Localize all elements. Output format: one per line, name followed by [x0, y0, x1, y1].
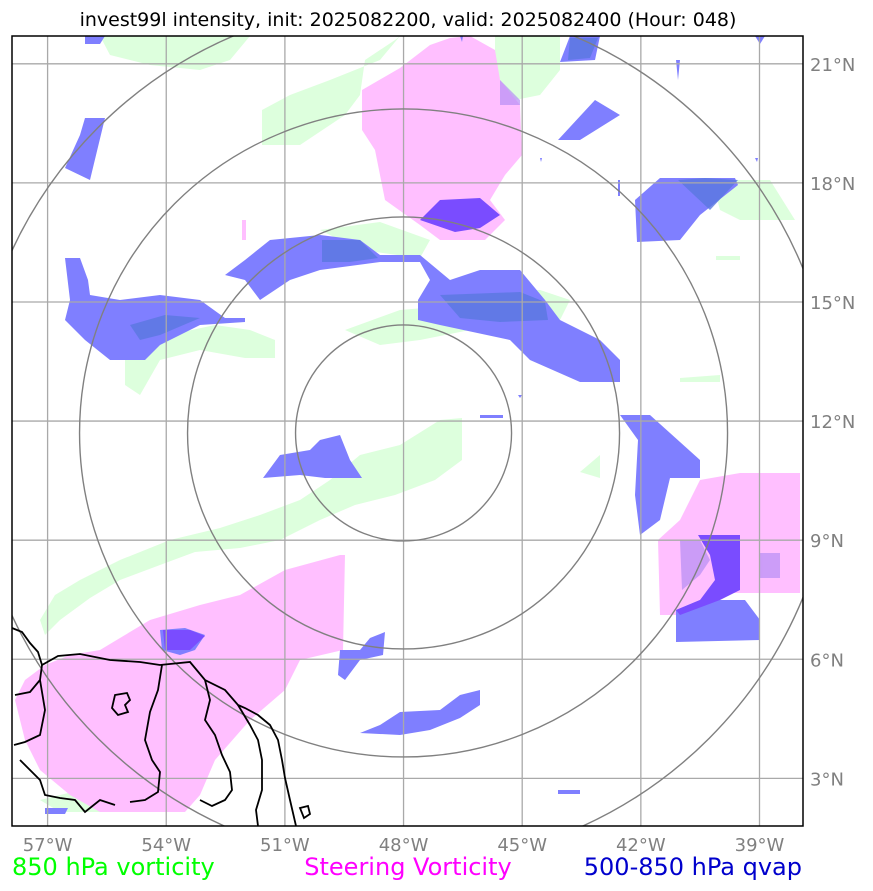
latitude-tick-label: 21°N [810, 55, 855, 76]
latitude-tick-label: 9°N [810, 531, 844, 552]
legend-850-vorticity: 850 hPa vorticity [12, 853, 215, 881]
qvap-core-layer [163, 198, 740, 650]
latitude-tick-label: 15°N [810, 293, 855, 314]
longitude-labels: 57°W 54°W 51°W 48°W 45°W 42°W 39°W [23, 835, 785, 856]
latitude-tick-label: 6°N [810, 650, 844, 671]
border-4 [237, 704, 263, 826]
latitude-labels: 3°N 6°N 9°N 12°N 15°N 18°N 21°N [810, 55, 855, 791]
map-title: invest99l intensity, init: 2025082200, v… [80, 9, 737, 31]
border-1 [13, 664, 46, 746]
longitude-tick-label: 48°W [379, 835, 429, 856]
longitude-tick-label: 42°W [616, 835, 666, 856]
latitude-tick-label: 3°N [810, 769, 844, 790]
lake-outline [111, 691, 132, 717]
coastline-layer [12, 627, 312, 826]
island-outline [298, 804, 312, 820]
range-ring [186, 216, 621, 650]
qvap-overlap-dark-layer [130, 38, 738, 340]
longitude-tick-label: 39°W [735, 835, 785, 856]
coastline [12, 627, 297, 826]
longitude-tick-label: 45°W [497, 835, 547, 856]
map-gridlines [12, 36, 803, 826]
qvap-overlap-layer [500, 80, 780, 590]
latitude-tick-label: 18°N [810, 174, 855, 195]
longitude-tick-label: 54°W [141, 835, 191, 856]
map-frame [11, 35, 804, 827]
latitude-tick-label: 12°N [810, 412, 855, 433]
legend-steering-vorticity: Steering Vorticity [304, 853, 511, 881]
border-2 [129, 664, 163, 803]
range-ring [78, 108, 729, 758]
range-ring [294, 324, 513, 542]
legend-qvap: 500-850 hPa qvap [584, 853, 802, 881]
map-panel [12, 36, 803, 826]
longitude-tick-label: 57°W [23, 835, 73, 856]
border-3 [199, 679, 233, 807]
longitude-tick-label: 51°W [260, 835, 310, 856]
river [19, 759, 116, 814]
range-rings [12, 36, 803, 826]
